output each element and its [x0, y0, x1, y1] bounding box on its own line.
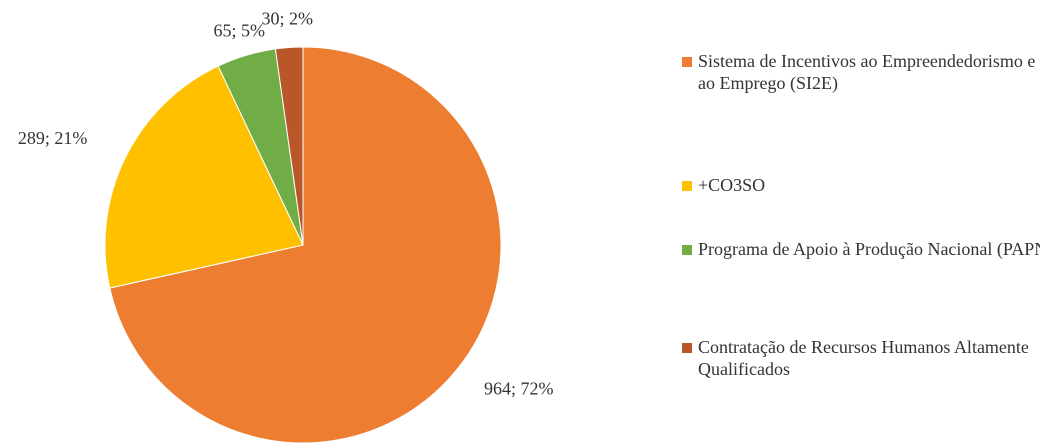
legend-label: Contratação de Recursos Humanos Altament… — [698, 337, 1029, 379]
legend-swatch — [682, 343, 692, 353]
legend-label: +CO3SO — [698, 175, 766, 195]
legend-item: Sistema de Incentivos ao Empreendedorism… — [682, 50, 1040, 94]
data-label: 964; 72% — [484, 378, 554, 398]
legend-swatch — [682, 57, 692, 67]
legend-item: Contratação de Recursos Humanos Altament… — [682, 336, 1040, 380]
chart: 964; 72% 289; 21% 65; 5%30; 2% — [18, 9, 554, 444]
data-label: 30; 2% — [262, 9, 314, 29]
data-label: 65; 5% — [213, 20, 265, 40]
data-label: 289; 21% — [18, 128, 88, 148]
legend-label: Programa de Apoio à Produção Nacional (P… — [698, 239, 1040, 259]
pie-slice — [104, 65, 304, 289]
legend-item: +CO3SO — [682, 174, 1040, 196]
pie-slice — [274, 46, 304, 246]
pie-slice — [109, 46, 502, 444]
legend-swatch — [682, 181, 692, 191]
legend-item: Programa de Apoio à Produção Nacional (P… — [682, 238, 1040, 260]
legend-swatch — [682, 245, 692, 255]
legend-label: Sistema de Incentivos ao Empreendedorism… — [698, 51, 1036, 93]
